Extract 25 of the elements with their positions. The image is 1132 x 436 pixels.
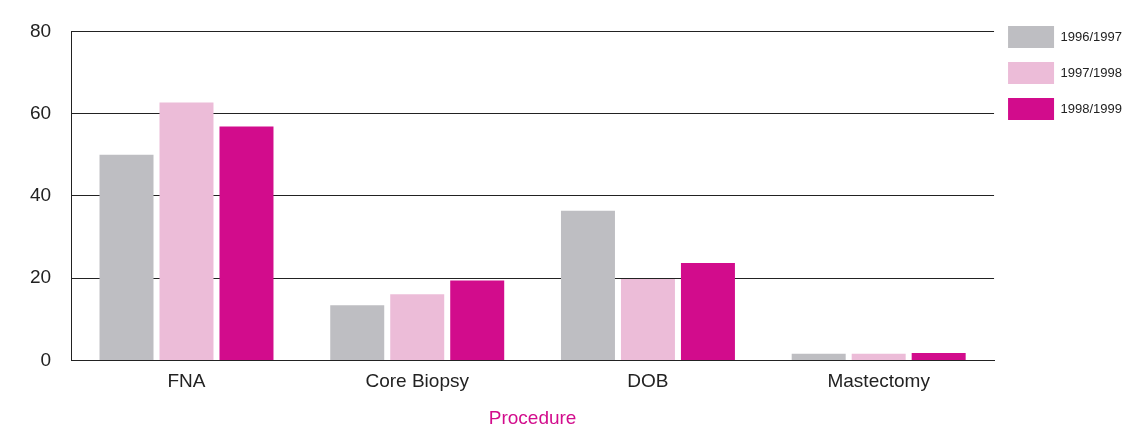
x-tick-label: FNA: [167, 370, 206, 392]
bar: [390, 294, 445, 360]
y-tick-label: 0: [40, 348, 52, 370]
legend-label: 1998/1999: [1060, 100, 1122, 116]
legend-label: 1997/1998: [1060, 64, 1122, 80]
bar: [330, 305, 385, 360]
x-axis-title: Procedure: [488, 406, 577, 428]
x-tick-label: Mastectomy: [827, 370, 931, 392]
legend-label: 1996/1997: [1060, 28, 1122, 44]
bar: [791, 353, 846, 360]
y-tick-label: 60: [29, 101, 52, 123]
y-tick-label: 80: [29, 19, 52, 41]
bar: [219, 126, 274, 360]
x-tick-label: DOB: [627, 370, 669, 392]
bar: [851, 353, 906, 360]
y-tick-label: 40: [29, 184, 52, 206]
y-tick-label: 20: [29, 266, 52, 288]
bar: [450, 280, 505, 360]
x-tick-label: Core Biopsy: [365, 370, 470, 392]
bar: [911, 353, 966, 360]
bar: [620, 278, 675, 360]
bar: [99, 154, 154, 360]
bar: [159, 102, 214, 360]
bar: [560, 210, 615, 360]
bar: [680, 262, 735, 360]
